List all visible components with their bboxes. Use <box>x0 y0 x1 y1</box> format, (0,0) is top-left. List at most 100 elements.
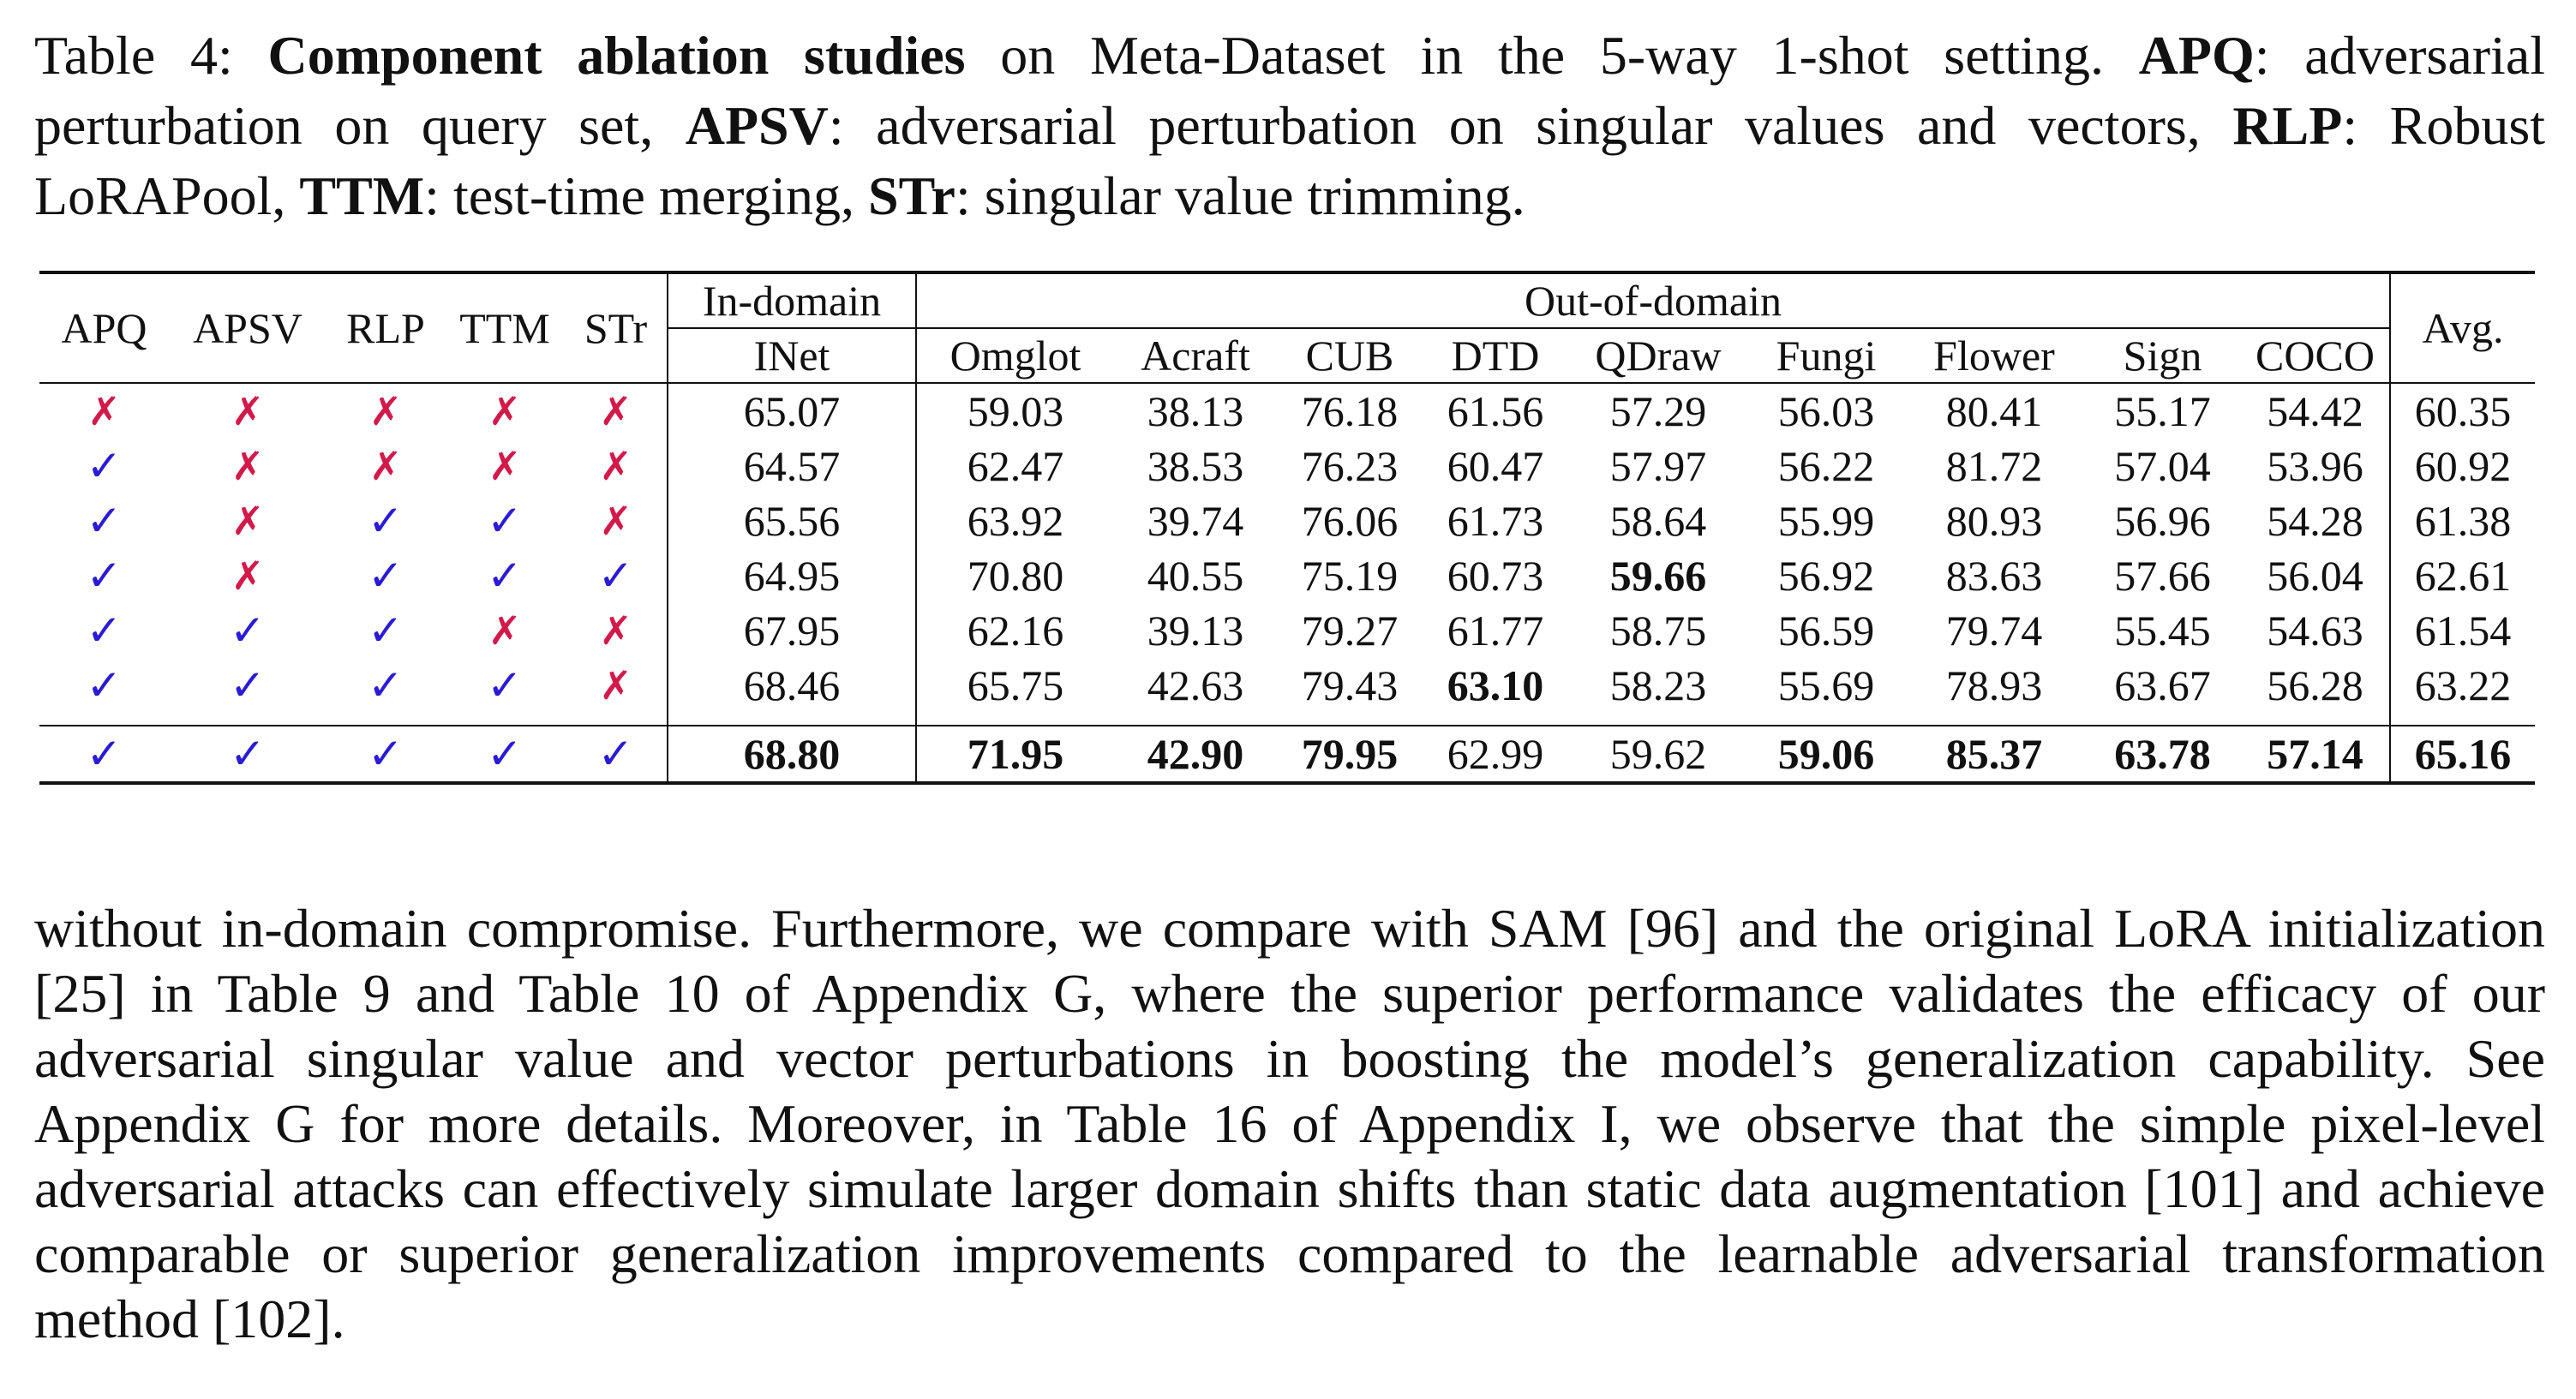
cell-value: 76.06 <box>1301 497 1399 545</box>
cross-mark-icon: ✗ <box>445 382 565 439</box>
cell-value: 56.96 <box>2114 497 2211 545</box>
cell-inet: 68.80 <box>667 725 916 785</box>
col-header: TTM <box>459 304 550 352</box>
table-row: ✓ ✓ ✓ ✗ ✗ 67.95 62.16 39.13 79.27 61.77 58.75 56.59… <box>39 603 2536 658</box>
col-header: Fungi <box>1776 332 1877 380</box>
cell-value: 62.99 <box>1423 725 1568 785</box>
cell-value: 80.93 <box>1945 497 2043 545</box>
cross-mark-icon: ✗ <box>326 382 445 439</box>
cell-inet: 65.07 <box>667 382 916 439</box>
col-header: INet <box>667 328 916 383</box>
cell-value: 54.28 <box>2267 497 2363 545</box>
check-mark-icon: ✓ <box>86 496 123 546</box>
check-mark-icon: ✓ <box>86 441 123 491</box>
cross-mark-icon: ✗ <box>169 382 326 439</box>
cell-value: 61.56 <box>1423 382 1568 439</box>
cell-value: 58.23 <box>1609 661 1707 709</box>
col-header: QDraw <box>1595 332 1722 380</box>
cross-mark-icon: ✗ <box>368 443 403 489</box>
caption-term-desc: : Robust LoRAPool, <box>34 95 2546 226</box>
cell-value: 54.63 <box>2267 607 2363 655</box>
cell-value: 57.14 <box>2241 725 2391 785</box>
cell-value: 57.29 <box>1568 382 1748 439</box>
cross-mark-icon: ✗ <box>565 382 668 439</box>
check-mark-icon: ✓ <box>230 606 266 655</box>
check-mark-icon: ✓ <box>326 725 445 785</box>
cell-value: 57.66 <box>2114 552 2211 600</box>
cell-avg: 61.54 <box>2389 603 2536 658</box>
table-caption: Table 4: Component ablation studies on M… <box>34 21 2545 231</box>
cell-value: 63.10 <box>1447 661 1544 709</box>
cell-value: 54.42 <box>2241 382 2391 439</box>
out-of-domain-header: Out-of-domain <box>914 272 2391 329</box>
cell-value: 55.45 <box>2114 607 2211 655</box>
check-mark-icon: ✓ <box>230 661 266 710</box>
cross-mark-icon: ✗ <box>599 443 632 489</box>
caption-term-desc: : adversarial perturbation on singular v… <box>828 95 2233 156</box>
cell-value: 59.06 <box>1748 725 1904 785</box>
check-mark-icon: ✓ <box>169 725 326 785</box>
cell-avg: 65.16 <box>2389 725 2536 785</box>
cross-mark-icon: ✗ <box>599 662 632 708</box>
col-header: APQ <box>61 304 147 352</box>
caption-term-abbr: APQ <box>2138 25 2255 86</box>
cell-value: 81.72 <box>1945 442 2043 490</box>
ablation-table-container: APQ APSV RLP TTM STr In-domain Out-of-do… <box>39 271 2536 785</box>
caption-term-abbr: APSV <box>685 95 829 156</box>
cell-inet: 67.95 <box>667 603 916 658</box>
cell-value: 53.96 <box>2267 442 2363 490</box>
col-header: COCO <box>2255 332 2375 380</box>
cell-value: 63.67 <box>2114 661 2211 709</box>
check-mark-icon: ✓ <box>86 606 123 655</box>
cell-inet: 65.56 <box>667 493 916 548</box>
cell-value: 56.28 <box>2267 661 2363 709</box>
cell-value: 79.74 <box>1945 607 2043 655</box>
caption-title: Component ablation studies <box>267 25 966 86</box>
cell-value: 56.92 <box>1777 552 1875 600</box>
check-mark-icon: ✓ <box>368 496 404 546</box>
table-row-full-model: ✓ ✓ ✓ ✓ ✓ 68.80 71.95 42.90 79.95 62.99 59.62 59.06… <box>39 725 2536 785</box>
body-paragraph: without in-domain compromise. Furthermor… <box>34 898 2545 1349</box>
check-mark-icon: ✓ <box>86 661 123 710</box>
cell-inet: 68.46 <box>667 658 916 726</box>
cell-value: 42.63 <box>1147 661 1244 709</box>
cell-value: 57.97 <box>1609 442 1707 490</box>
col-header: STr <box>584 304 648 352</box>
cell-value: 79.27 <box>1301 607 1399 655</box>
ablation-table: APQ APSV RLP TTM STr In-domain Out-of-do… <box>39 271 2536 785</box>
table-row: ✓ ✗ ✓ ✓ ✗ 65.56 63.92 39.74 76.06 61.73 58.64 55.99… <box>39 493 2536 548</box>
cell-value: 83.63 <box>1945 552 2043 600</box>
table-row: ✓ ✗ ✗ ✗ ✗ 64.57 62.47 38.53 76.23 60.47 57.97 56.22… <box>39 439 2536 493</box>
cell-value: 61.77 <box>1447 607 1544 655</box>
header-row-bottom: INet Omglot Acraft CUB DTD QDraw Fungi F… <box>39 328 2535 383</box>
cell-value: 38.13 <box>1114 382 1277 439</box>
cross-mark-icon: ✗ <box>599 607 632 654</box>
cell-avg: 60.35 <box>2389 382 2536 439</box>
cell-value: 55.99 <box>1777 497 1875 545</box>
check-mark-icon: ✓ <box>597 551 634 601</box>
cell-value: 60.47 <box>1447 442 1544 490</box>
cell-value: 85.37 <box>1904 725 2084 785</box>
cell-value: 59.66 <box>1609 552 1707 600</box>
cell-inet: 64.95 <box>667 548 916 603</box>
cell-value: 55.69 <box>1777 661 1875 709</box>
cell-avg: 61.38 <box>2389 493 2536 548</box>
cell-value: 75.19 <box>1301 552 1399 600</box>
cell-inet: 64.57 <box>667 439 916 493</box>
cell-value: 63.92 <box>915 493 1114 548</box>
cell-value: 79.43 <box>1301 661 1399 709</box>
cell-value: 56.59 <box>1777 607 1875 655</box>
cell-value: 71.95 <box>915 725 1114 785</box>
cell-avg: 62.61 <box>2389 548 2536 603</box>
header-row-top: APQ APSV RLP TTM STr In-domain Out-of-do… <box>39 272 2536 383</box>
check-mark-icon: ✓ <box>368 661 404 710</box>
cell-value: 57.04 <box>2114 442 2211 490</box>
cell-value: 58.64 <box>1609 497 1707 545</box>
check-mark-icon: ✓ <box>39 725 169 785</box>
cell-value: 56.03 <box>1748 382 1904 439</box>
cell-value: 62.47 <box>915 439 1114 493</box>
cell-value: 58.75 <box>1609 607 1707 655</box>
col-header: RLP <box>346 304 425 352</box>
cell-value: 78.93 <box>1945 661 2043 709</box>
cell-avg: 60.92 <box>2389 439 2536 493</box>
